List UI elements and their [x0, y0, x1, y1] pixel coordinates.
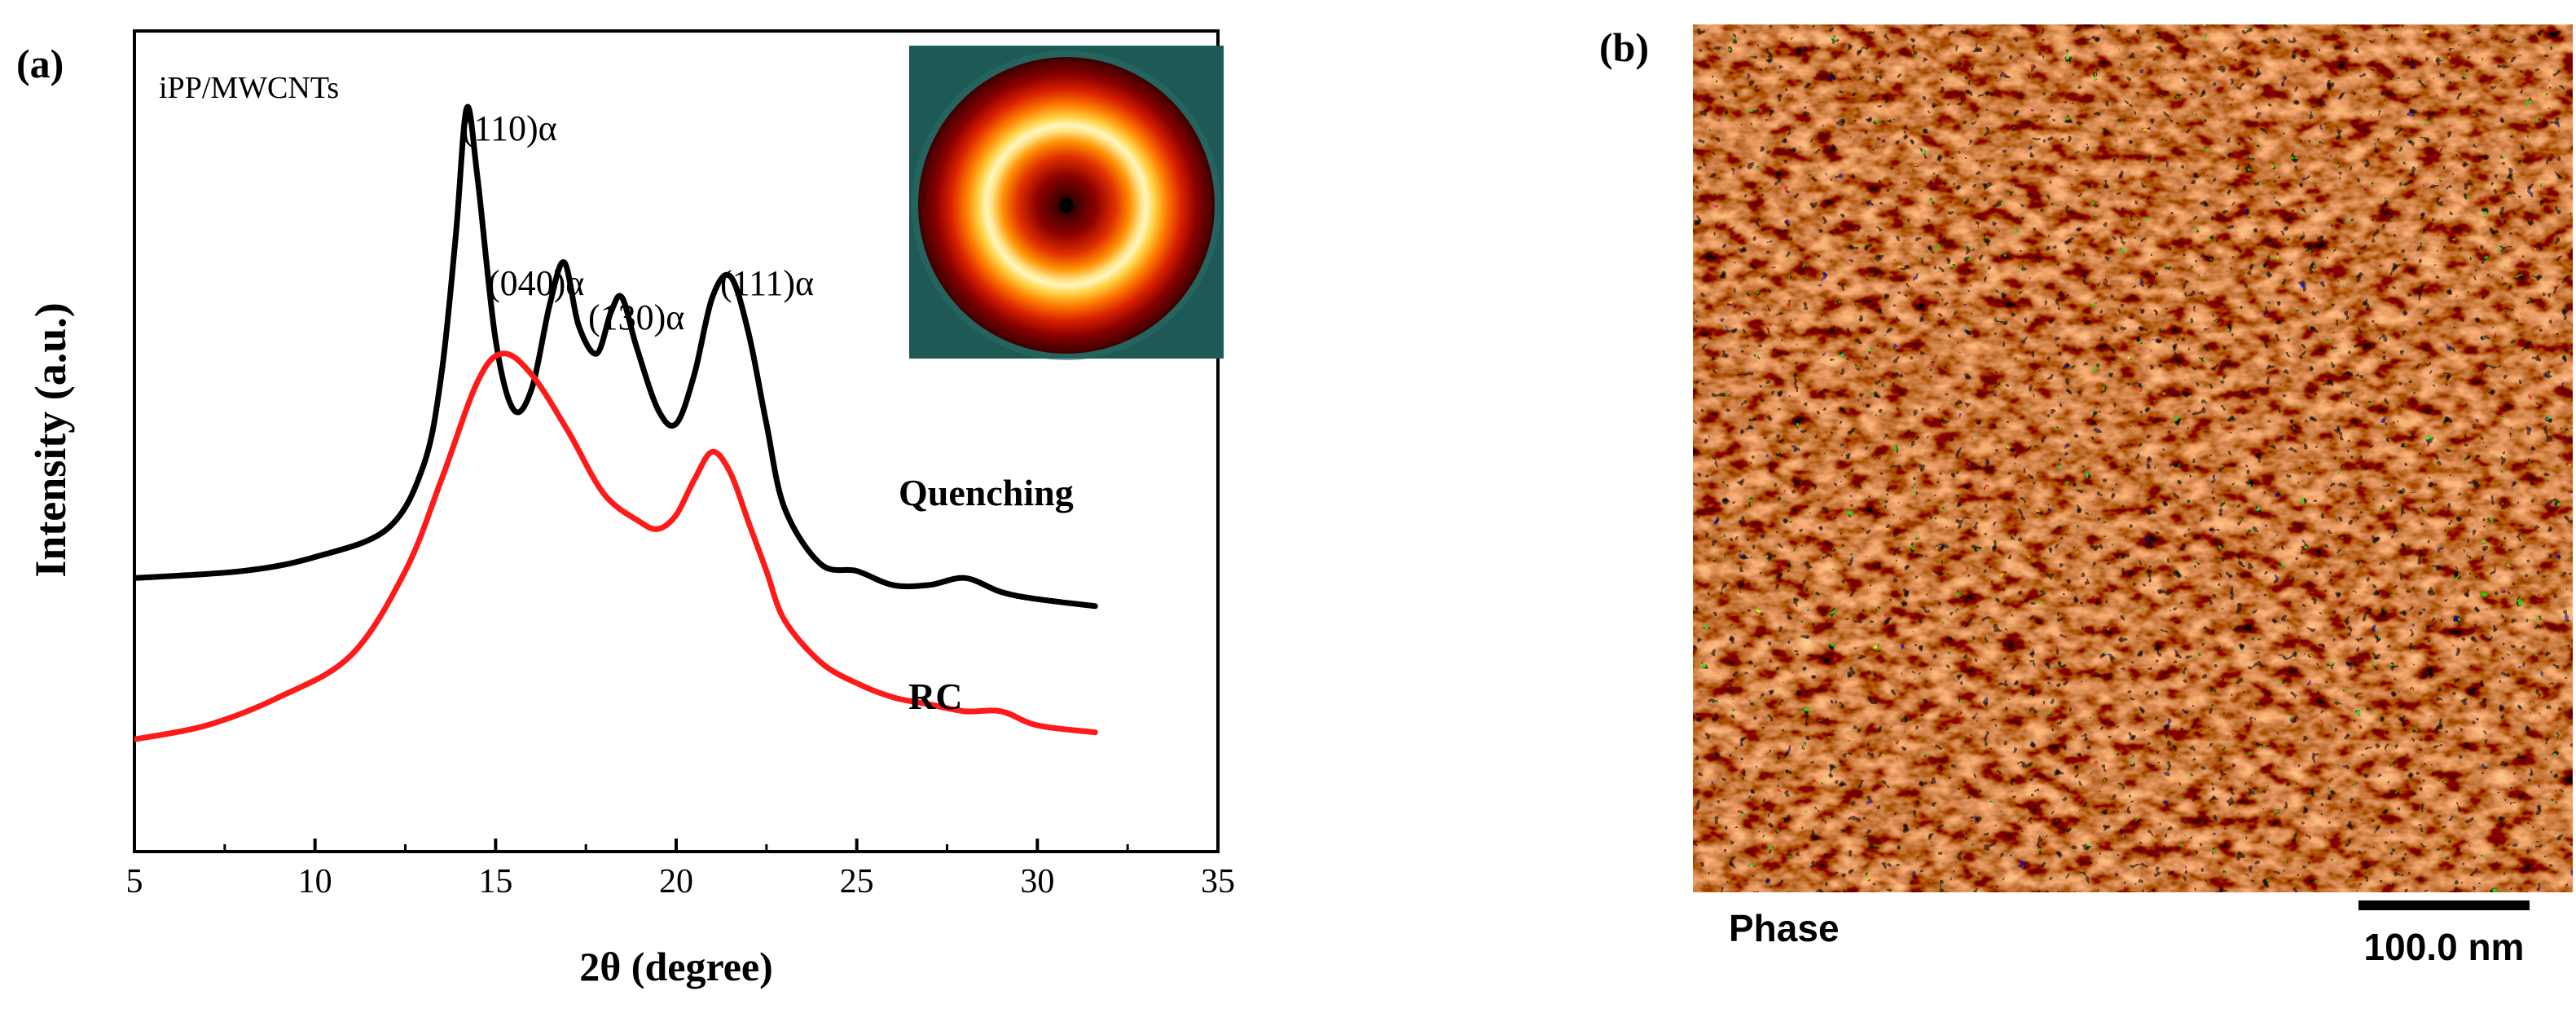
panel-a: (a) 5 10 15 20 25 30 35 2θ (degree) Intensity … — [16, 29, 1236, 989]
panel-b: (b) Phase 100.0 nm — [1599, 24, 2573, 968]
series-label-quenching: Quenching — [899, 472, 1074, 513]
series-line-quenching — [134, 103, 1098, 610]
afm-phase-label: Phase — [1729, 907, 1840, 949]
x-tick-label: 10 — [298, 863, 332, 900]
panel-a-label: (a) — [16, 41, 64, 86]
peak-annotation-040: (040)α — [488, 263, 584, 303]
sample-annotation: iPP/MWCNTs — [159, 71, 339, 105]
peak-annotation-111: (111)α — [720, 263, 814, 303]
series-line-rc — [134, 350, 1098, 742]
series-layer — [134, 103, 1098, 742]
x-tick-label: 35 — [1201, 863, 1235, 900]
scale-bar-label: 100.0 nm — [2364, 926, 2525, 968]
inset-diffraction-pattern — [909, 46, 1224, 360]
x-tick-label: 15 — [478, 863, 512, 900]
scale-bar — [2358, 900, 2530, 910]
x-tick-label: 30 — [1020, 863, 1054, 900]
y-axis-label: Intensity (a.u.) — [26, 302, 75, 578]
x-tick-label: 5 — [126, 863, 143, 900]
x-axis-ticks — [133, 839, 1220, 852]
x-axis-tick-labels: 5 10 15 20 25 30 35 — [126, 863, 1236, 900]
x-tick-label: 20 — [659, 863, 693, 900]
panel-b-label: (b) — [1599, 24, 1649, 70]
x-axis-label: 2θ (degree) — [579, 944, 773, 989]
x-tick-label: 25 — [840, 863, 874, 900]
peak-annotation-110: (110)α — [462, 108, 557, 148]
series-label-rc: RC — [908, 676, 962, 717]
peak-annotation-130: (130)α — [588, 297, 684, 337]
afm-phase-image — [1693, 24, 2573, 892]
